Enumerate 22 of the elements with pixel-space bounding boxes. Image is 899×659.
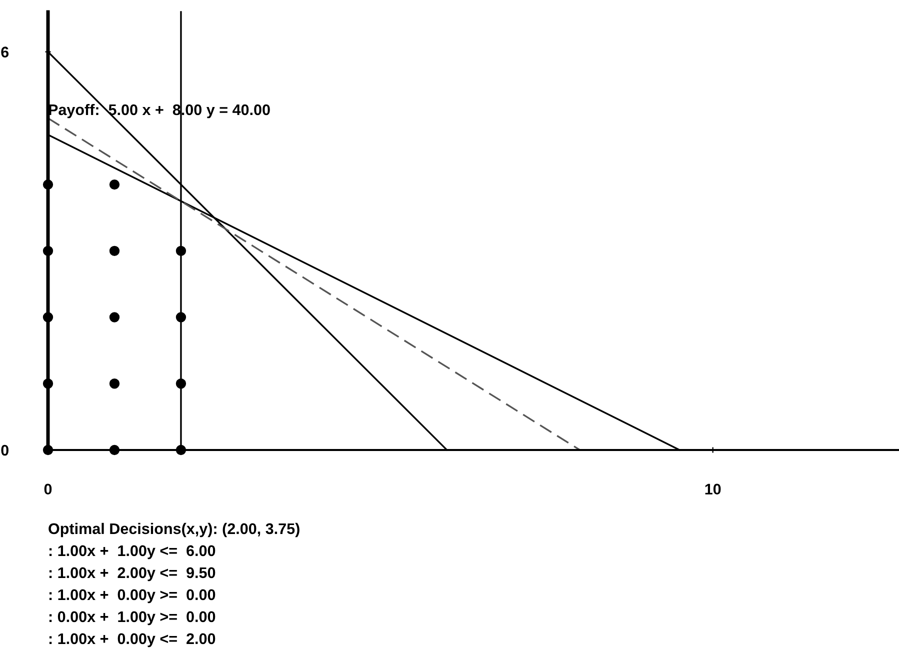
text: : 1.00x + 0.00y >= 0.00 <box>49 589 216 604</box>
point <box>109 444 120 456</box>
point <box>109 179 120 190</box>
point <box>42 378 54 389</box>
text: : 1.00x + 2.00y <= 9.50 <box>49 567 216 582</box>
point <box>42 246 54 256</box>
y-tick-label: 6 <box>1 46 9 58</box>
point <box>109 312 120 322</box>
point <box>42 444 54 456</box>
text: : 1.00x + 0.00y <= 2.00 <box>49 633 216 648</box>
point <box>109 378 120 389</box>
point <box>109 246 120 256</box>
point <box>176 444 186 456</box>
point <box>176 312 186 322</box>
x-tick-label: 10 <box>705 484 721 495</box>
text: : 0.00x + 1.00y >= 0.00 <box>49 611 216 626</box>
point <box>176 246 186 256</box>
point <box>176 378 186 389</box>
text: : 1.00x + 1.00y <= 6.00 <box>49 545 216 560</box>
point <box>42 179 54 190</box>
point <box>42 312 54 322</box>
text: Optimal Decisions(x,y): (2.00, 3.75) <box>48 522 300 538</box>
